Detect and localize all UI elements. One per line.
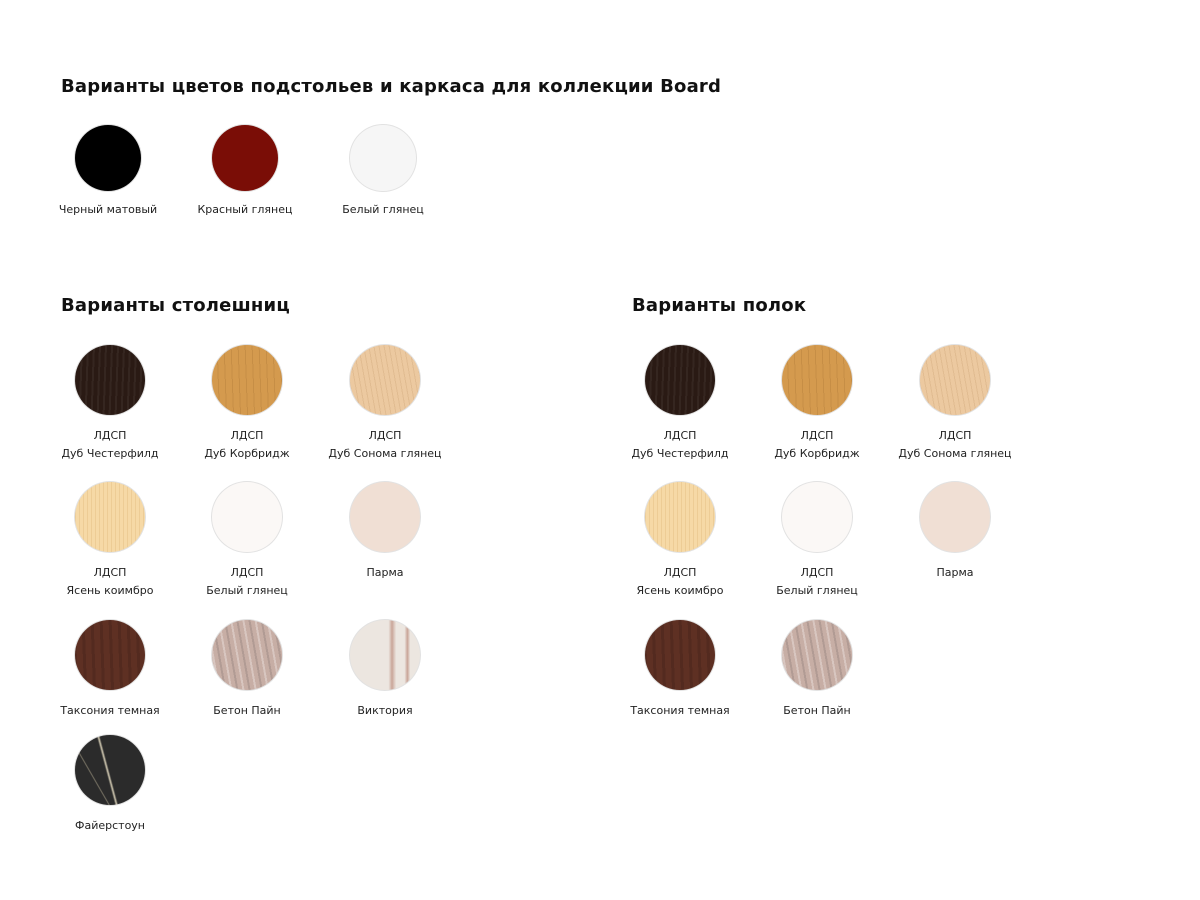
swatch-name: Дуб Честерфилд — [61, 447, 159, 460]
swatch-item: Файерстоун — [30, 735, 190, 835]
color-swatch — [782, 482, 852, 552]
swatch-material: ЛДСП — [663, 566, 697, 579]
swatch-item: Парма — [305, 482, 465, 582]
swatch-name: Черный матовый — [58, 203, 158, 216]
swatch-material: ЛДСП — [368, 429, 402, 442]
color-swatch — [350, 345, 420, 415]
swatch-label: ЛДСП Ясень коимбро — [30, 564, 190, 600]
swatch-label: ЛДСП Дуб Сонома глянец — [875, 427, 1035, 463]
swatch-material: ЛДСП — [800, 429, 834, 442]
color-swatch — [212, 125, 278, 191]
swatch-item: ЛДСП Дуб Корбридж — [167, 345, 327, 463]
swatch-name: Дуб Честерфилд — [631, 447, 729, 460]
swatch-name: Дуб Сонома глянец — [328, 447, 442, 460]
color-swatch — [75, 735, 145, 805]
swatch-material: ЛДСП — [663, 429, 697, 442]
swatch-name: Бетон Пайн — [213, 704, 281, 717]
swatch-material: ЛДСП — [800, 566, 834, 579]
swatch-label: Парма — [305, 564, 465, 582]
swatch-item: Черный матовый — [28, 125, 188, 219]
color-swatch — [212, 620, 282, 690]
swatch-name: Бетон Пайн — [783, 704, 851, 717]
swatch-label: ЛДСП Ясень коимбро — [600, 564, 760, 600]
swatch-item: Бетон Пайн — [737, 620, 897, 720]
swatch-name: Дуб Сонома глянец — [898, 447, 1012, 460]
swatch-name: Белый глянец — [342, 203, 424, 216]
swatch-name: Ясень коимбро — [66, 584, 154, 597]
swatch-item: Белый глянец — [303, 125, 463, 219]
frame-colors-title: Варианты цветов подстольев и каркаса для… — [61, 76, 722, 97]
swatch-item: Таксония темная — [600, 620, 760, 720]
swatch-name: Ясень коимбро — [636, 584, 724, 597]
swatch-item: ЛДСП Ясень коимбро — [30, 482, 190, 600]
swatch-item: ЛДСП Дуб Сонома глянец — [875, 345, 1035, 463]
swatch-item: Таксония темная — [30, 620, 190, 720]
color-swatch — [782, 345, 852, 415]
color-swatch — [75, 482, 145, 552]
swatch-name: Таксония темная — [60, 704, 160, 717]
color-swatch — [75, 620, 145, 690]
color-swatch — [75, 345, 145, 415]
swatch-label: Бетон Пайн — [737, 702, 897, 720]
swatch-name: Белый глянец — [206, 584, 288, 597]
swatch-name: Таксония темная — [630, 704, 730, 717]
swatch-item: ЛДСП Дуб Честерфилд — [600, 345, 760, 463]
swatch-label: Таксония темная — [30, 702, 190, 720]
swatch-name: Красный глянец — [197, 203, 293, 216]
color-swatch — [645, 620, 715, 690]
color-swatch — [645, 345, 715, 415]
swatch-item: ЛДСП Дуб Честерфилд — [30, 345, 190, 463]
swatch-label: ЛДСП Дуб Честерфилд — [30, 427, 190, 463]
color-swatch — [350, 620, 420, 690]
swatch-name: Файерстоун — [75, 819, 145, 832]
swatch-label: Парма — [875, 564, 1035, 582]
swatch-material: ЛДСП — [230, 429, 264, 442]
swatch-name: Парма — [366, 566, 404, 579]
swatch-item: Виктория — [305, 620, 465, 720]
swatch-item: ЛДСП Дуб Корбридж — [737, 345, 897, 463]
shelves-title: Варианты полок — [632, 295, 807, 316]
swatch-item: Бетон Пайн — [167, 620, 327, 720]
swatch-label: ЛДСП Белый глянец — [167, 564, 327, 600]
swatch-item: ЛДСП Белый глянец — [737, 482, 897, 600]
swatch-item: Парма — [875, 482, 1035, 582]
swatch-label: Бетон Пайн — [167, 702, 327, 720]
swatch-label: Файерстоун — [30, 817, 190, 835]
swatch-name: Дуб Корбридж — [204, 447, 290, 460]
swatch-material: ЛДСП — [230, 566, 264, 579]
swatch-label: ЛДСП Белый глянец — [737, 564, 897, 600]
swatch-label: ЛДСП Дуб Корбридж — [737, 427, 897, 463]
swatch-label: ЛДСП Дуб Корбридж — [167, 427, 327, 463]
swatch-item: ЛДСП Ясень коимбро — [600, 482, 760, 600]
swatch-name: Парма — [936, 566, 974, 579]
swatch-item: ЛДСП Белый глянец — [167, 482, 327, 600]
color-swatch — [920, 345, 990, 415]
swatch-label: Красный глянец — [165, 201, 325, 219]
color-swatch — [75, 125, 141, 191]
swatch-item: ЛДСП Дуб Сонома глянец — [305, 345, 465, 463]
color-swatch — [212, 482, 282, 552]
swatch-name: Дуб Корбридж — [774, 447, 860, 460]
color-swatch — [782, 620, 852, 690]
color-swatch — [350, 482, 420, 552]
swatch-label: ЛДСП Дуб Сонома глянец — [305, 427, 465, 463]
color-swatch — [645, 482, 715, 552]
color-swatch — [920, 482, 990, 552]
color-swatch — [212, 345, 282, 415]
swatch-label: Таксония темная — [600, 702, 760, 720]
swatch-label: Черный матовый — [28, 201, 188, 219]
color-swatch — [350, 125, 416, 191]
swatch-material: ЛДСП — [93, 429, 127, 442]
swatch-material: ЛДСП — [93, 566, 127, 579]
swatch-material: ЛДСП — [938, 429, 972, 442]
swatch-label: Белый глянец — [303, 201, 463, 219]
tabletops-title: Варианты столешниц — [61, 295, 290, 316]
swatch-name: Белый глянец — [776, 584, 858, 597]
swatch-label: ЛДСП Дуб Честерфилд — [600, 427, 760, 463]
swatch-label: Виктория — [305, 702, 465, 720]
swatch-item: Красный глянец — [165, 125, 325, 219]
swatch-name: Виктория — [357, 704, 413, 717]
